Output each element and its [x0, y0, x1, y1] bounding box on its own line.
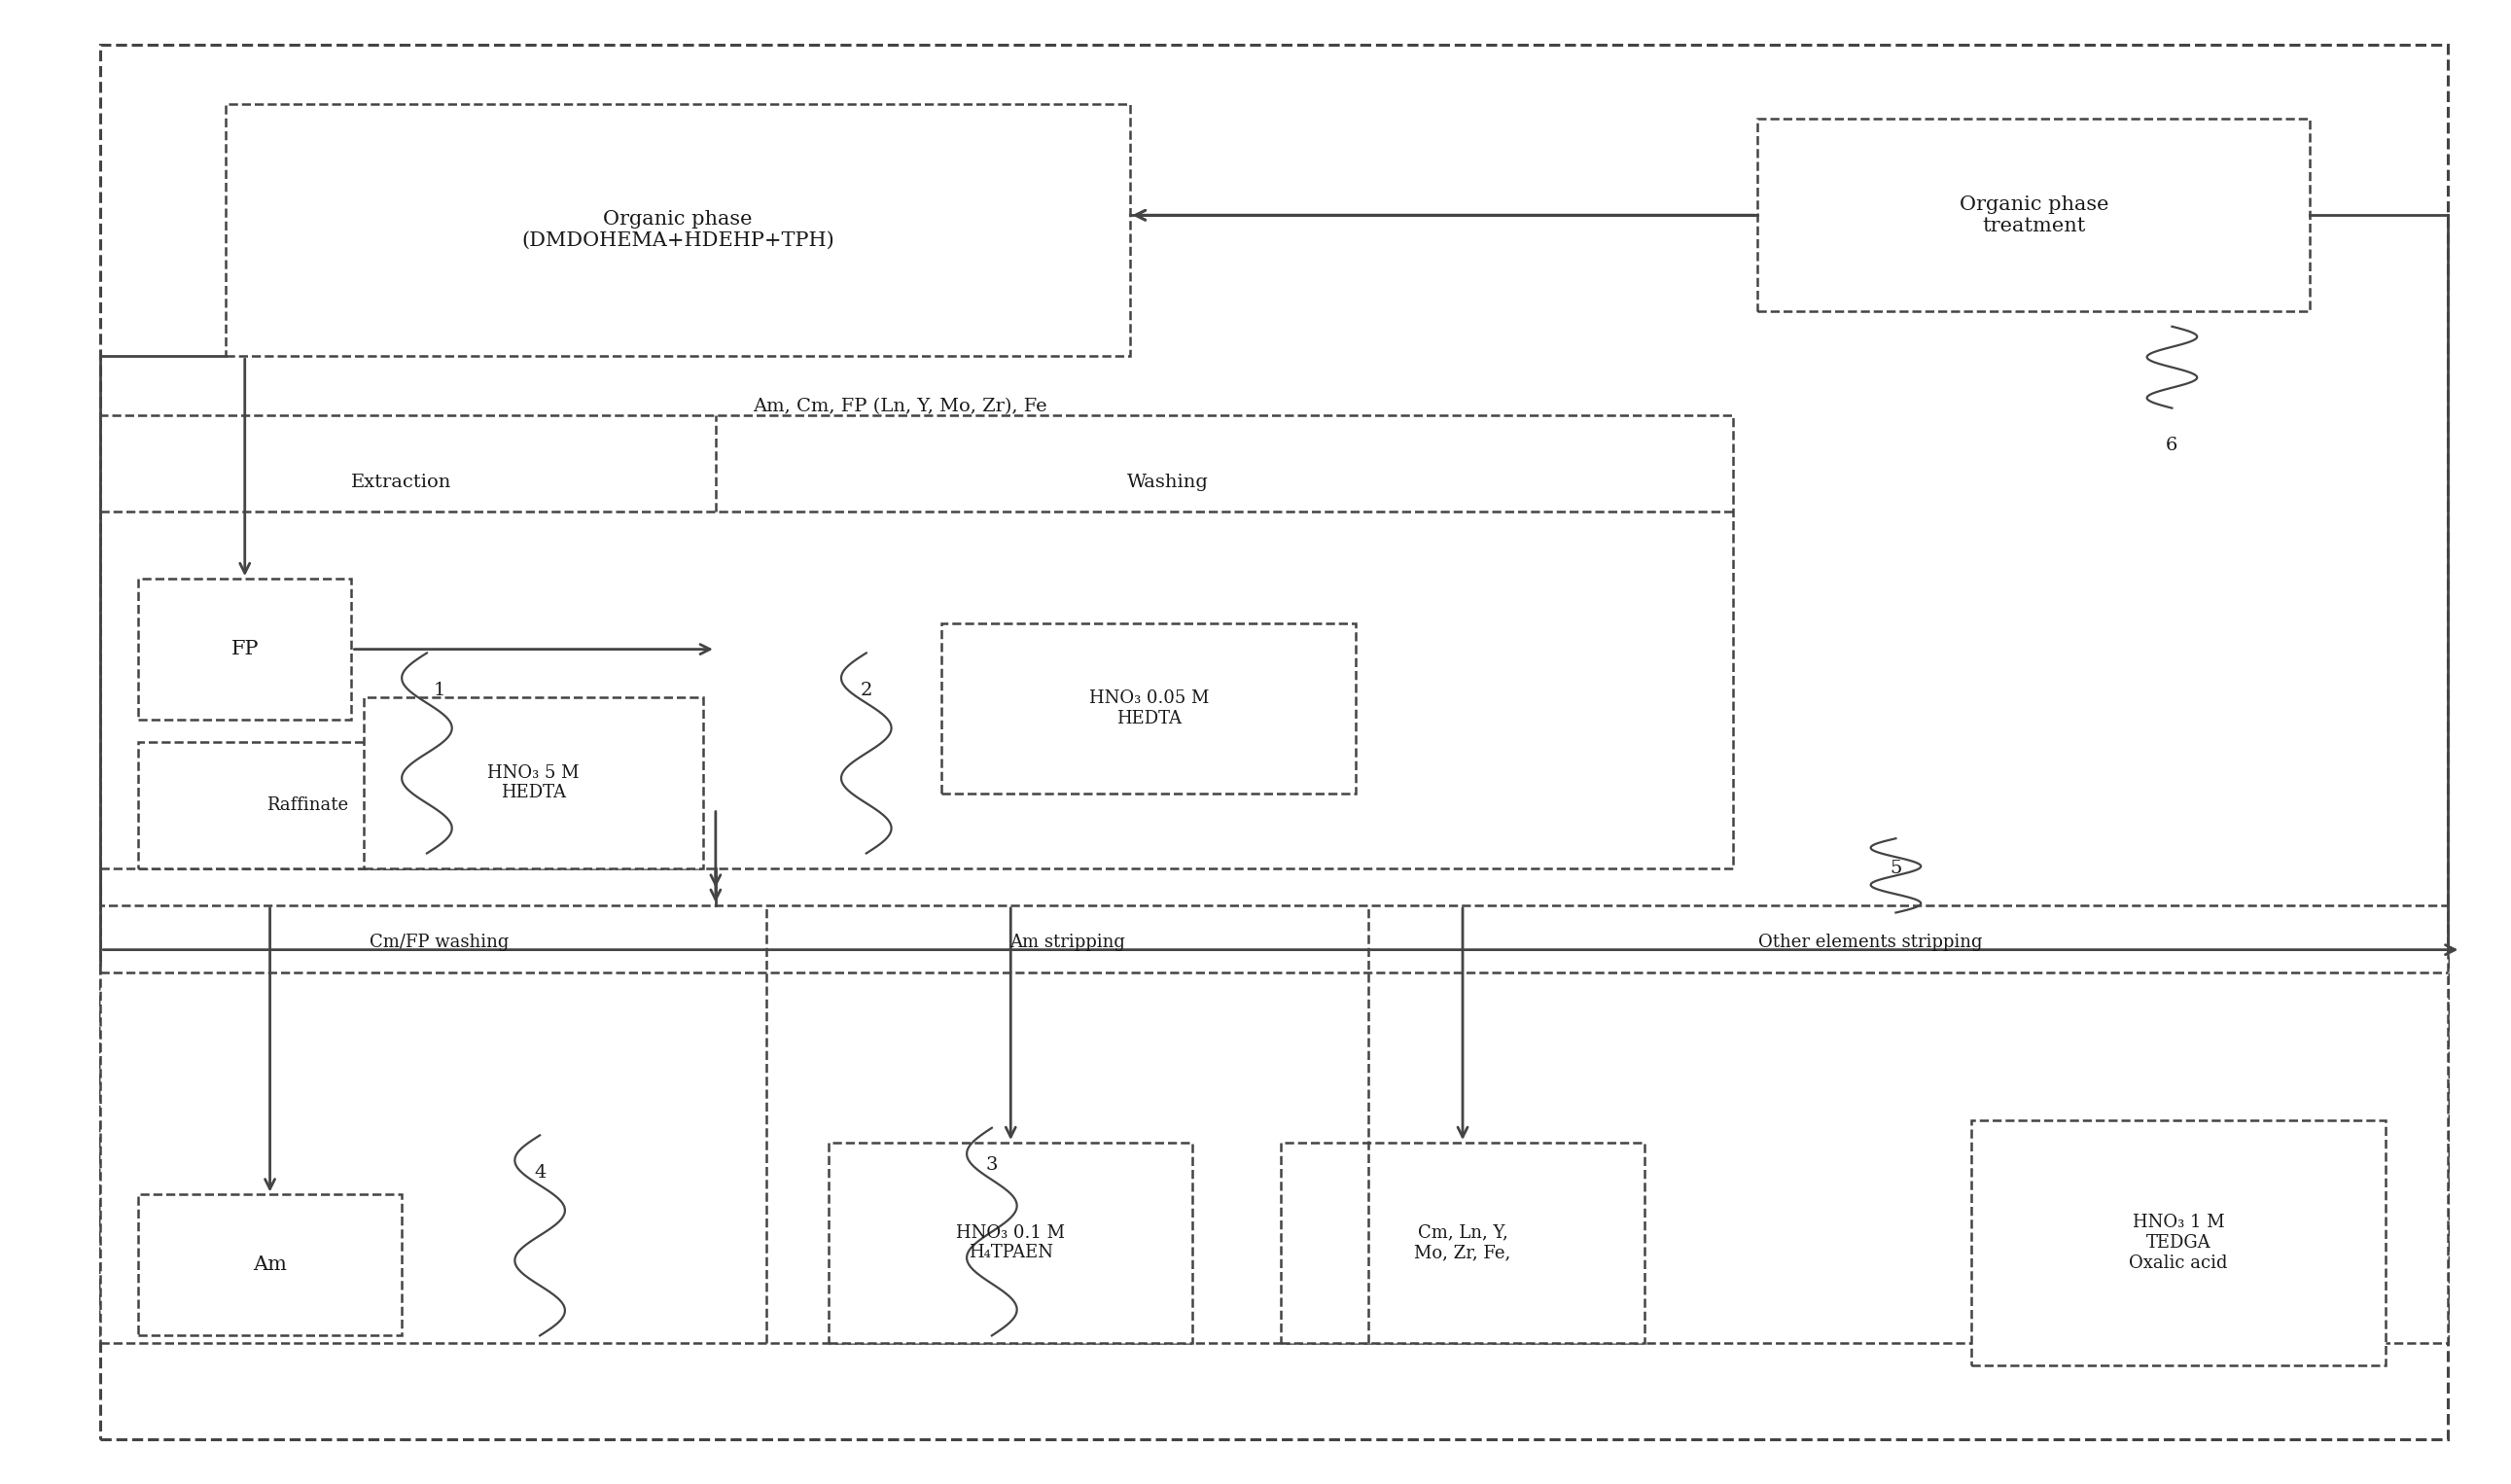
Text: Washing: Washing	[1127, 473, 1208, 491]
Bar	[100, 416, 1733, 868]
Text: Organic phase
(DMDOHEMA+HDEHP+TPH): Organic phase (DMDOHEMA+HDEHP+TPH)	[522, 211, 834, 249]
Text: Organic phase
treatment: Organic phase treatment	[1959, 196, 2109, 234]
Bar	[364, 697, 703, 868]
Text: Cm, Ln, Y,
Mo, Zr, Fe,: Cm, Ln, Y, Mo, Zr, Fe,	[1414, 1224, 1512, 1261]
Bar	[1971, 1120, 2385, 1365]
Text: HNO₃ 1 M
TEDGA
Oxalic acid: HNO₃ 1 M TEDGA Oxalic acid	[2129, 1214, 2227, 1272]
Bar	[942, 623, 1356, 794]
Bar	[1758, 119, 2310, 312]
Bar	[226, 104, 1130, 356]
Text: 1: 1	[434, 681, 444, 699]
Text: Am: Am	[254, 1255, 286, 1275]
Text: 5: 5	[1891, 859, 1901, 877]
Bar	[138, 1195, 402, 1336]
Text: HNO₃ 0.1 M
H₄TPAEN: HNO₃ 0.1 M H₄TPAEN	[957, 1224, 1065, 1261]
Text: 6: 6	[2167, 436, 2177, 454]
Text: Extraction: Extraction	[352, 473, 452, 491]
Bar	[829, 1143, 1193, 1343]
Text: 2: 2	[861, 681, 871, 699]
Bar	[100, 905, 2448, 1343]
Text: HNO₃ 5 M
HEDTA: HNO₃ 5 M HEDTA	[487, 764, 580, 801]
Text: Am, Cm, FP (Ln, Y, Mo, Zr), Fe: Am, Cm, FP (Ln, Y, Mo, Zr), Fe	[753, 398, 1047, 416]
Text: Cm/FP washing: Cm/FP washing	[369, 933, 510, 951]
Text: Raffinate: Raffinate	[266, 797, 349, 813]
Text: HNO₃ 0.05 M
HEDTA: HNO₃ 0.05 M HEDTA	[1090, 690, 1208, 727]
Bar	[1281, 1143, 1645, 1343]
Text: 3: 3	[987, 1156, 997, 1174]
Bar	[138, 579, 352, 720]
Text: Am stripping: Am stripping	[1009, 933, 1125, 951]
Text: Other elements stripping: Other elements stripping	[1758, 933, 1984, 951]
Text: 4: 4	[535, 1163, 545, 1181]
Bar	[138, 742, 477, 868]
Text: FP: FP	[231, 640, 259, 659]
